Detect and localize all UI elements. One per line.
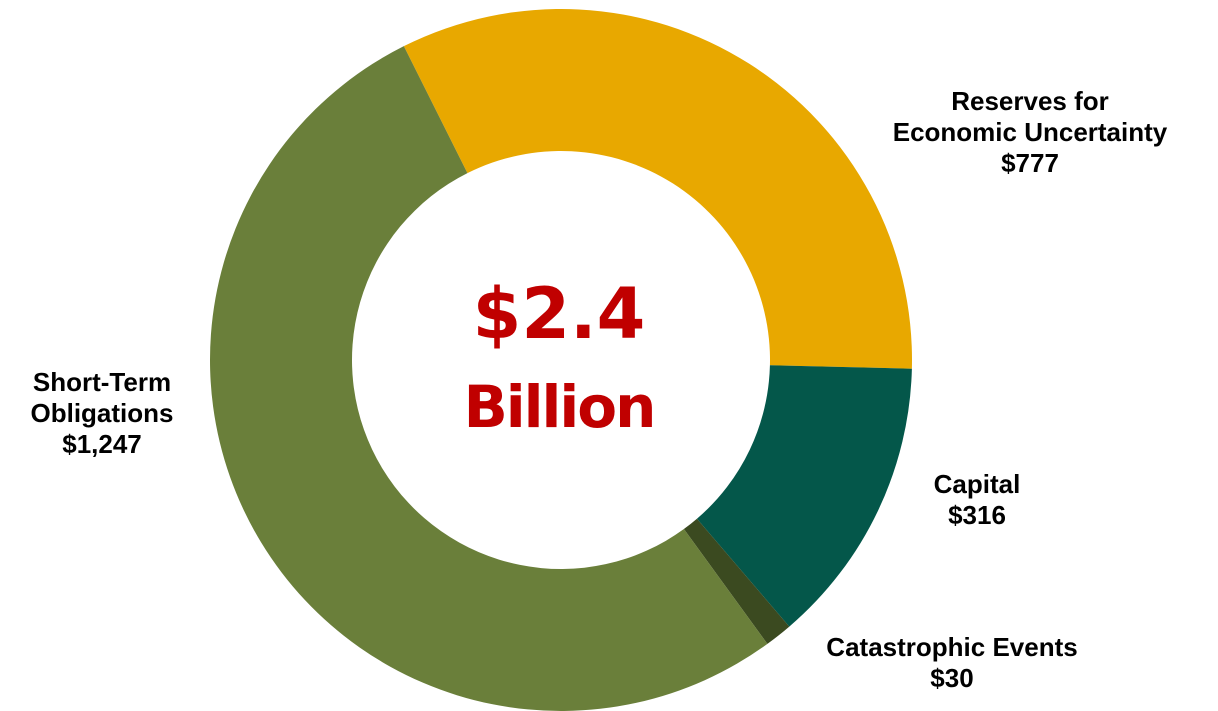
- slice-label-short-term: Short-Term Obligations $1,247: [0, 367, 204, 460]
- slice-value-label: $777: [1001, 148, 1059, 178]
- donut-slice-reserves-for-economic-uncertainty: [403, 8, 912, 369]
- center-total-value: $2.4: [472, 273, 646, 355]
- donut-slice-short-term-obligations: [210, 46, 768, 711]
- slice-label-line: Catastrophic Events: [826, 632, 1078, 662]
- slice-label-reserves: Reserves for Economic Uncertainty $777: [860, 86, 1200, 179]
- slice-value-label: $1,247: [62, 429, 142, 459]
- center-total-unit: Billion: [463, 373, 657, 441]
- slice-label-line: Capital: [933, 469, 1021, 499]
- donut-slice-capital: [696, 365, 912, 627]
- donut-slice-catastrophic-events: [683, 518, 790, 644]
- slice-value-label: $316: [948, 500, 1006, 530]
- slice-value-label: $30: [930, 663, 974, 693]
- slice-label-capital: Capital $316: [877, 469, 1077, 531]
- slice-label-line: Economic Uncertainty: [892, 117, 1168, 147]
- slice-label-line: Obligations: [30, 398, 174, 428]
- slice-label-line: Reserves for: [951, 86, 1109, 116]
- slice-label-line: Short-Term: [32, 367, 172, 397]
- slice-label-catastrophic: Catastrophic Events $30: [782, 632, 1122, 694]
